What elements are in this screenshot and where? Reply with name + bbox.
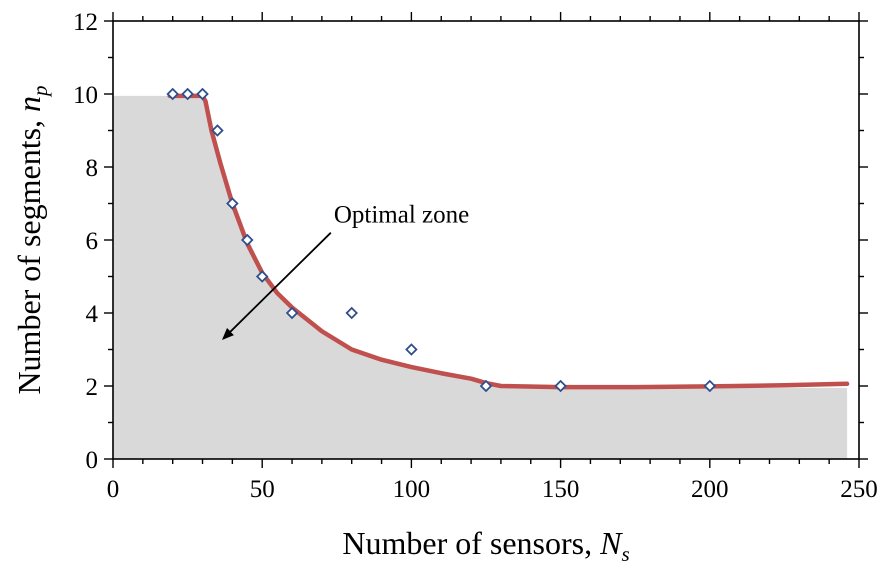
y-axis-title-sub: p: [28, 85, 52, 98]
y-tick-label: 6: [86, 228, 99, 255]
data-point: [181, 87, 194, 101]
x-tick-label: 150: [542, 476, 580, 503]
x-axis-title-sub: s: [621, 542, 629, 565]
y-tick-label: 12: [73, 9, 98, 36]
y-tick-label: 0: [86, 447, 99, 474]
y-tick-label: 10: [73, 82, 98, 109]
annotation-arrow: [221, 232, 332, 340]
tick-labels: 0 50 100 150 200 250 0 2 4 6 8 10 12: [73, 9, 878, 503]
x-tick-label: 100: [393, 476, 431, 503]
data-points-layer: [166, 87, 717, 393]
data-point: [166, 87, 179, 101]
data-point: [285, 306, 299, 320]
y-tick-label: 2: [86, 374, 99, 401]
data-point: [479, 379, 493, 393]
optimal-zone-layer: [113, 95, 848, 459]
data-point: [345, 306, 358, 320]
data-point: [211, 124, 224, 137]
y-tick-label: 4: [86, 301, 99, 328]
x-axis-title: Number of sensors, Ns: [342, 525, 629, 565]
data-point: [405, 343, 418, 356]
x-tick-label: 50: [250, 476, 275, 503]
data-point: [226, 197, 239, 210]
fit-line-layer: [167, 93, 850, 390]
fit-line: [167, 93, 850, 390]
annotation: Optimal zone: [221, 202, 469, 340]
x-tick-label: 250: [840, 476, 878, 503]
y-axis-title: Number of segments, np: [11, 85, 52, 394]
x-tick-label: 0: [107, 476, 120, 503]
x-axis-title-var: N: [599, 525, 623, 561]
data-point: [241, 233, 254, 247]
data-point: [554, 379, 567, 393]
y-tick-label: 8: [86, 155, 99, 182]
data-point: [255, 270, 269, 283]
x-axis-title-text: Number of sensors,: [342, 525, 600, 561]
annotation-text: Optimal zone: [334, 202, 469, 229]
optimal-zone-area: [113, 95, 848, 459]
y-axis-title-text: Number of segments,: [11, 112, 47, 395]
y-axis-title-var: n: [11, 96, 47, 112]
axes: [104, 12, 868, 468]
data-point: [703, 379, 717, 393]
x-tick-label: 200: [691, 476, 729, 503]
data-point: [196, 87, 209, 101]
